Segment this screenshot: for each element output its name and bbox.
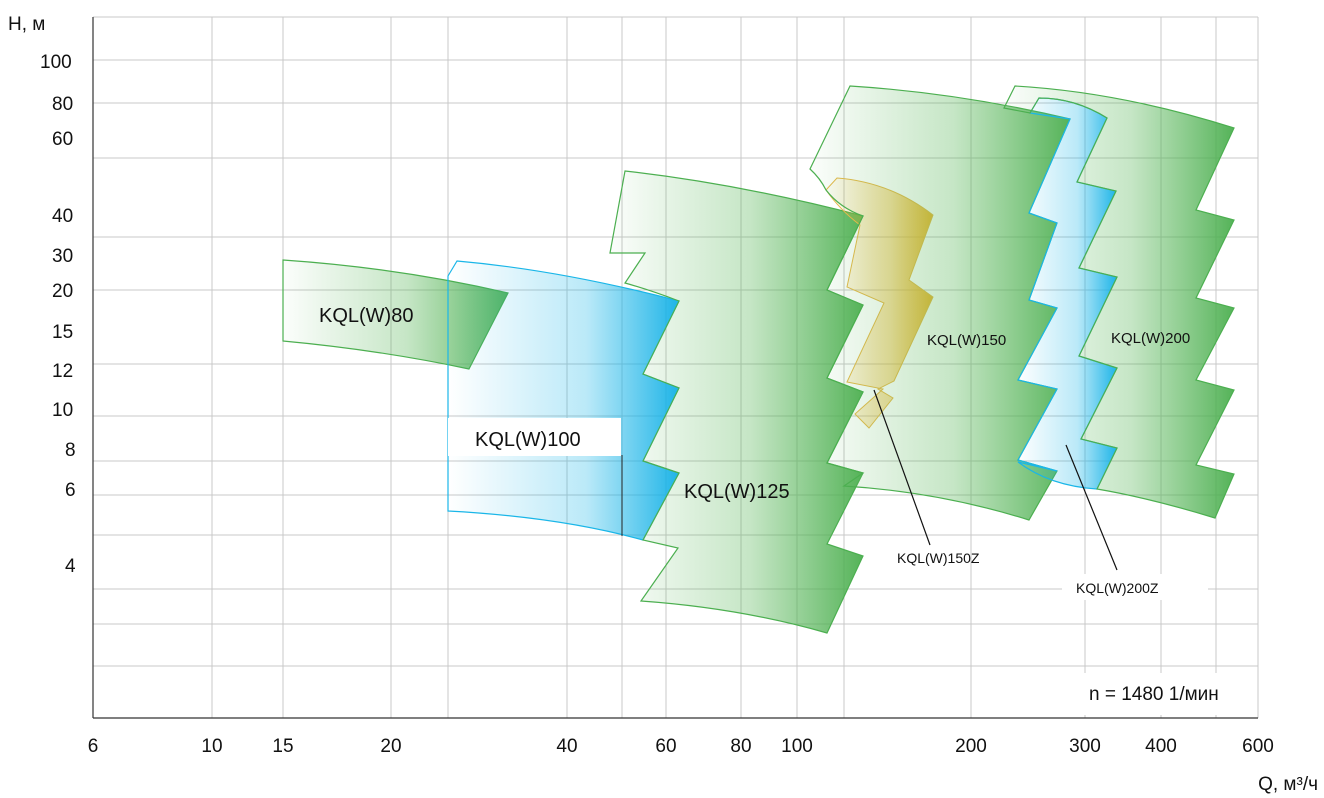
label-kqlw80: KQL(W)80: [319, 305, 413, 327]
x-tick-label: 20: [380, 736, 401, 757]
y-tick-label: 12: [52, 361, 73, 382]
region-kqlw125: [609, 170, 864, 634]
x-tick-label: 300: [1069, 736, 1101, 757]
y-tick-label: 4: [65, 556, 76, 577]
y-tick-label: 10: [52, 400, 73, 421]
y-tick-label: 40: [52, 206, 73, 227]
label-kqlw150: KQL(W)150: [927, 332, 1006, 349]
x-tick-label: 100: [781, 736, 813, 757]
y-tick-label: 100: [40, 52, 72, 73]
y-tick-label: 15: [52, 322, 73, 343]
x-tick-label: 6: [88, 736, 99, 757]
y-tick-label: 30: [52, 246, 73, 267]
y-tick-label: 8: [65, 440, 76, 461]
x-tick-label: 400: [1145, 736, 1177, 757]
x-tick-label: 80: [730, 736, 751, 757]
region-kqlw100: [447, 260, 680, 541]
y-tick-label: 60: [52, 129, 73, 150]
speed-annotation: n = 1480 1/мин: [1089, 684, 1219, 705]
label-kqlw200: KQL(W)200: [1111, 330, 1190, 347]
x-axis-label: Q, м³/ч: [1258, 774, 1318, 795]
label-kqlw125: KQL(W)125: [684, 481, 790, 503]
region-kqlw200: [1003, 85, 1235, 519]
x-tick-labels: 6 10 15 20 40 60 80 100 200 300 400 600: [88, 736, 1274, 757]
y-tick-label: 80: [52, 94, 73, 115]
x-tick-label: 40: [556, 736, 577, 757]
y-axis-label: H, м: [8, 14, 45, 35]
label-kqlw200z: KQL(W)200Z: [1076, 580, 1159, 596]
x-tick-label: 15: [272, 736, 293, 757]
x-tick-label: 200: [955, 736, 987, 757]
region-kqlw150: [809, 85, 1071, 521]
kqlw200z-leader-line: [1065, 444, 1118, 571]
x-tick-label: 10: [201, 736, 222, 757]
y-tick-labels: 4 6 8 10 12 15 20 30 40 60 80 100: [40, 52, 76, 577]
operating-regions: [282, 85, 1235, 634]
x-tick-label: 60: [655, 736, 676, 757]
y-tick-label: 6: [65, 480, 76, 501]
annotation-background: [1080, 673, 1256, 715]
label-kqlw200z-background: [1062, 574, 1208, 600]
label-kqlw150z: KQL(W)150Z: [897, 550, 980, 566]
y-tick-label: 20: [52, 281, 73, 302]
label-kqlw100: KQL(W)100: [475, 429, 581, 451]
label-kqlw100-background: [448, 418, 621, 456]
x-tick-label: 600: [1242, 736, 1274, 757]
kqlw150z-leader-line: [873, 389, 931, 546]
